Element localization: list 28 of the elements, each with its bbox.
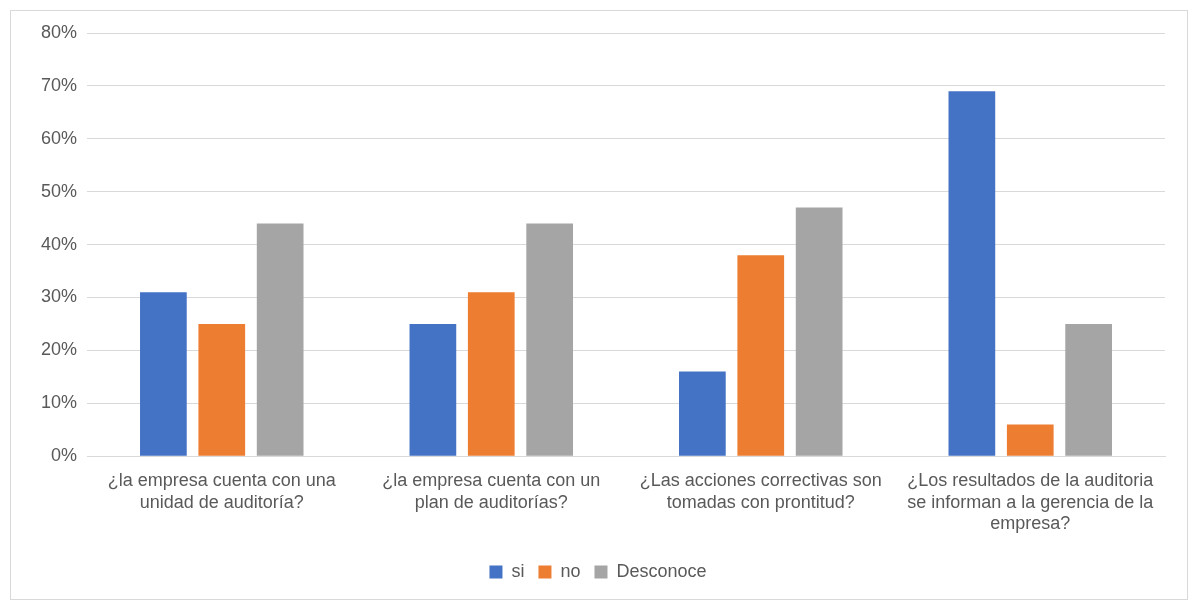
bar <box>1065 323 1112 456</box>
y-tick-label: 80% <box>41 21 78 42</box>
bar <box>526 223 574 456</box>
bar <box>1006 424 1054 456</box>
bar <box>795 207 843 456</box>
x-tick-label: ¿Los resultados de la auditoria se informan a la gerencia de la empresa? <box>907 469 1155 534</box>
y-tick-label: 0% <box>51 445 78 466</box>
legend-label: no <box>560 560 581 581</box>
legend-label: si <box>511 560 525 581</box>
bar <box>409 323 457 456</box>
y-tick-label: 20% <box>41 339 78 360</box>
y-tick-label: 40% <box>41 233 78 254</box>
bar <box>737 255 785 456</box>
y-tick-label: 30% <box>41 286 78 307</box>
y-tick-label: 50% <box>41 180 78 201</box>
bar <box>140 292 187 456</box>
legend-label: Desconoce <box>616 560 707 581</box>
x-tick-label: ¿la empresa cuenta con una unidad de auditoría? <box>107 469 337 512</box>
bar <box>679 371 726 456</box>
x-tick-label: ¿la empresa cuenta con un plan de auditorías? <box>382 469 601 512</box>
y-tick-label: 10% <box>41 392 78 413</box>
y-tick-label: 60% <box>41 127 78 148</box>
bar <box>198 323 246 456</box>
bar <box>948 91 996 456</box>
x-tick-label: ¿Las acciones correctivas son tomadas con prontitud? <box>639 469 882 512</box>
bar <box>256 223 304 456</box>
y-tick-label: 70% <box>41 74 78 95</box>
bar <box>467 292 515 456</box>
